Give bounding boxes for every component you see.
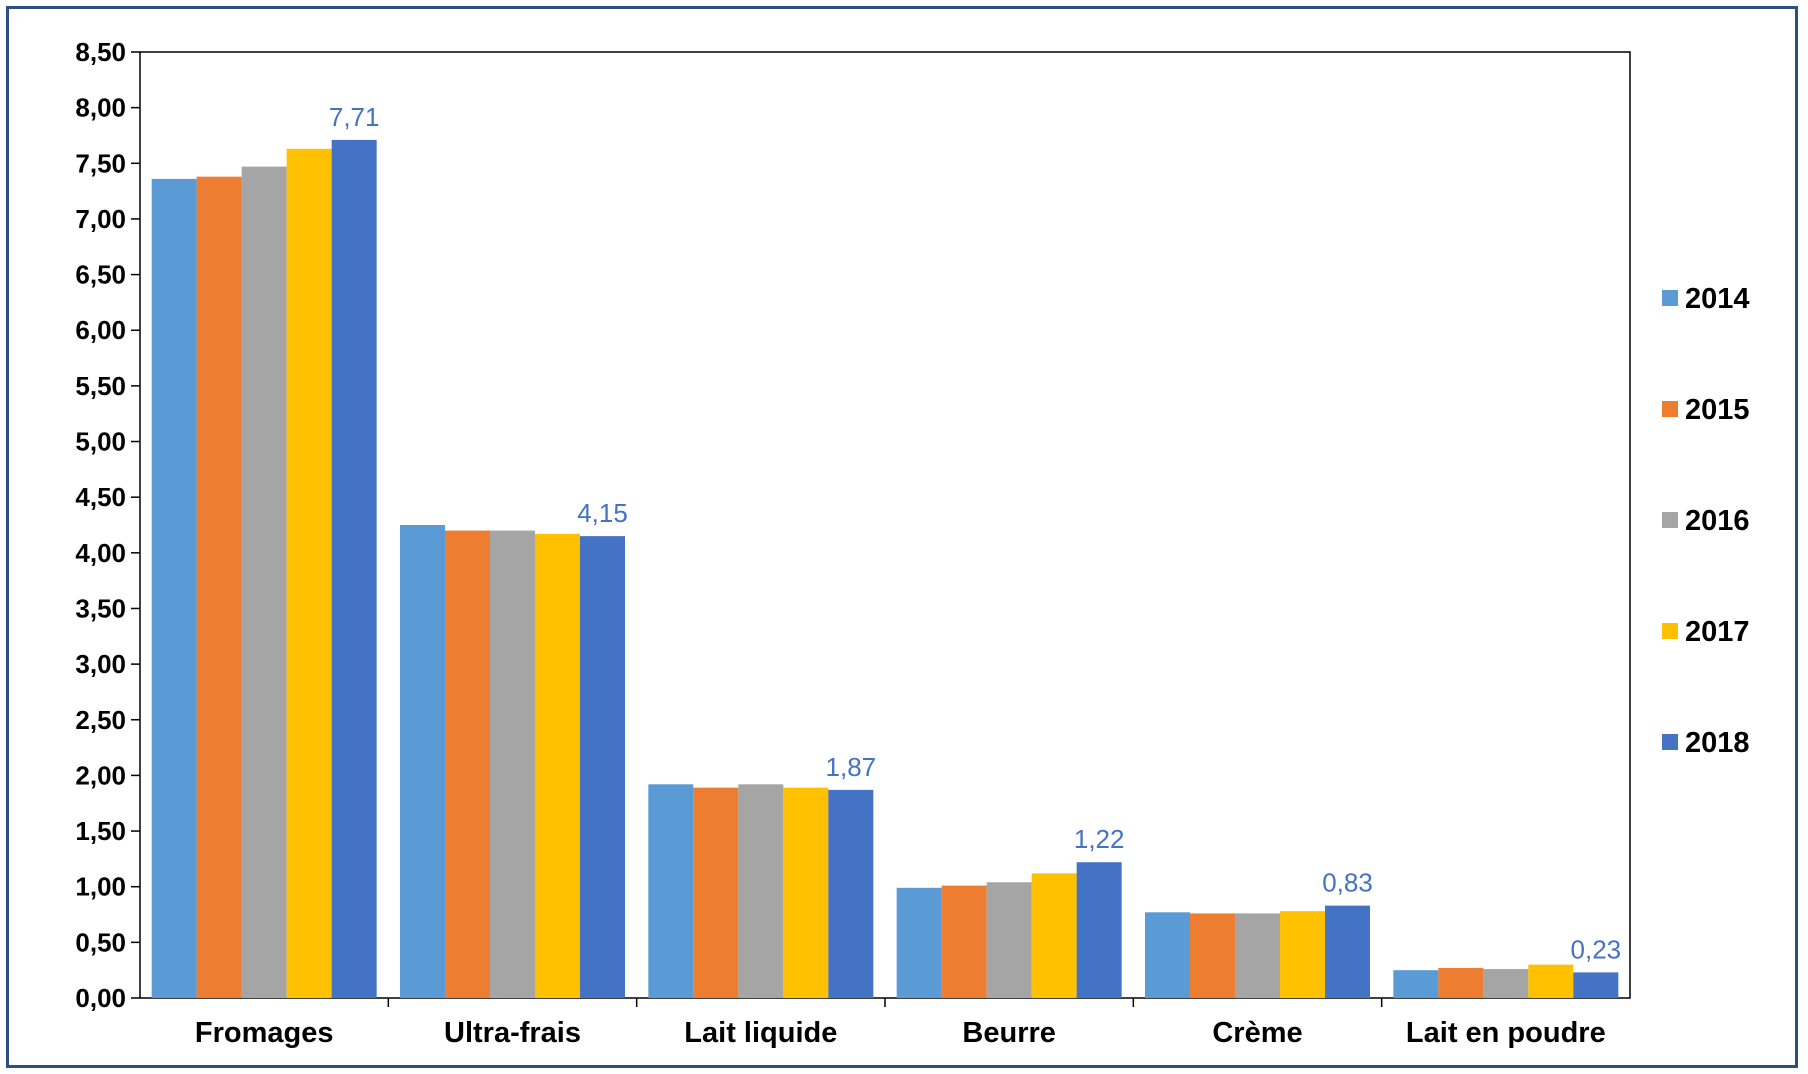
y-tick-label: 4,50	[75, 482, 126, 512]
bar	[490, 530, 535, 998]
data-label: 1,87	[826, 752, 877, 782]
y-tick-label: 8,50	[75, 37, 126, 67]
legend-swatch	[1662, 623, 1678, 639]
x-category-label: Fromages	[195, 1017, 334, 1049]
y-tick-label: 3,50	[75, 593, 126, 623]
y-tick-label: 5,00	[75, 427, 126, 457]
legend-label: 2017	[1685, 616, 1750, 648]
data-label: 0,83	[1322, 868, 1373, 898]
y-tick-label: 8,00	[75, 93, 126, 123]
legend-swatch	[1662, 734, 1678, 750]
legend-swatch	[1662, 401, 1678, 417]
bar	[783, 787, 829, 998]
y-tick-label: 6,50	[75, 260, 126, 290]
bar	[738, 784, 784, 998]
bar	[986, 882, 1032, 998]
legend-label: 2015	[1685, 394, 1750, 426]
bar	[445, 530, 490, 998]
y-tick-label: 6,00	[75, 315, 126, 345]
legend-swatch	[1662, 290, 1678, 306]
data-label: 1,22	[1074, 824, 1125, 854]
legend-label: 2018	[1685, 727, 1750, 759]
bar	[151, 178, 197, 998]
legend-label: 2016	[1685, 505, 1750, 537]
bar	[693, 787, 739, 998]
bar	[1393, 970, 1439, 998]
bar	[196, 176, 242, 998]
bar	[1076, 862, 1122, 998]
data-label: 4,15	[577, 498, 628, 528]
bar	[828, 789, 874, 998]
bar	[896, 887, 942, 998]
x-category-label: Ultra-frais	[444, 1017, 581, 1049]
y-tick-label: 7,00	[75, 204, 126, 234]
bar	[1573, 972, 1619, 998]
bar	[580, 536, 625, 998]
bar	[941, 885, 987, 998]
y-tick-label: 7,50	[75, 148, 126, 178]
x-category-label: Lait liquide	[684, 1017, 837, 1049]
bar	[1031, 873, 1077, 998]
bar	[648, 784, 694, 998]
y-tick-label: 3,00	[75, 649, 126, 679]
bar	[241, 166, 287, 998]
bar	[1190, 913, 1235, 998]
y-tick-label: 1,00	[75, 872, 126, 902]
x-category-label: Beurre	[962, 1017, 1056, 1049]
bar	[331, 139, 377, 998]
bar	[286, 148, 332, 999]
bar	[1528, 964, 1574, 998]
x-category-label: Lait en poudre	[1406, 1017, 1606, 1049]
bar	[1145, 912, 1190, 998]
y-tick-label: 0,00	[75, 983, 126, 1013]
x-category-label: Crème	[1212, 1017, 1302, 1049]
bar	[1325, 905, 1370, 998]
bar	[1280, 911, 1325, 998]
y-tick-label: 1,50	[75, 816, 126, 846]
y-tick-label: 2,00	[75, 760, 126, 790]
y-tick-label: 4,00	[75, 538, 126, 568]
bar	[400, 525, 445, 998]
bar	[535, 533, 580, 998]
y-tick-label: 5,50	[75, 371, 126, 401]
y-tick-label: 2,50	[75, 705, 126, 735]
data-label: 0,23	[1571, 934, 1622, 964]
legend-swatch	[1662, 512, 1678, 528]
bar	[1483, 969, 1529, 998]
legend-label: 2014	[1685, 283, 1750, 315]
bar	[1438, 967, 1484, 998]
y-tick-label: 0,50	[75, 927, 126, 957]
data-label: 7,71	[329, 102, 380, 132]
bar	[1235, 913, 1280, 998]
